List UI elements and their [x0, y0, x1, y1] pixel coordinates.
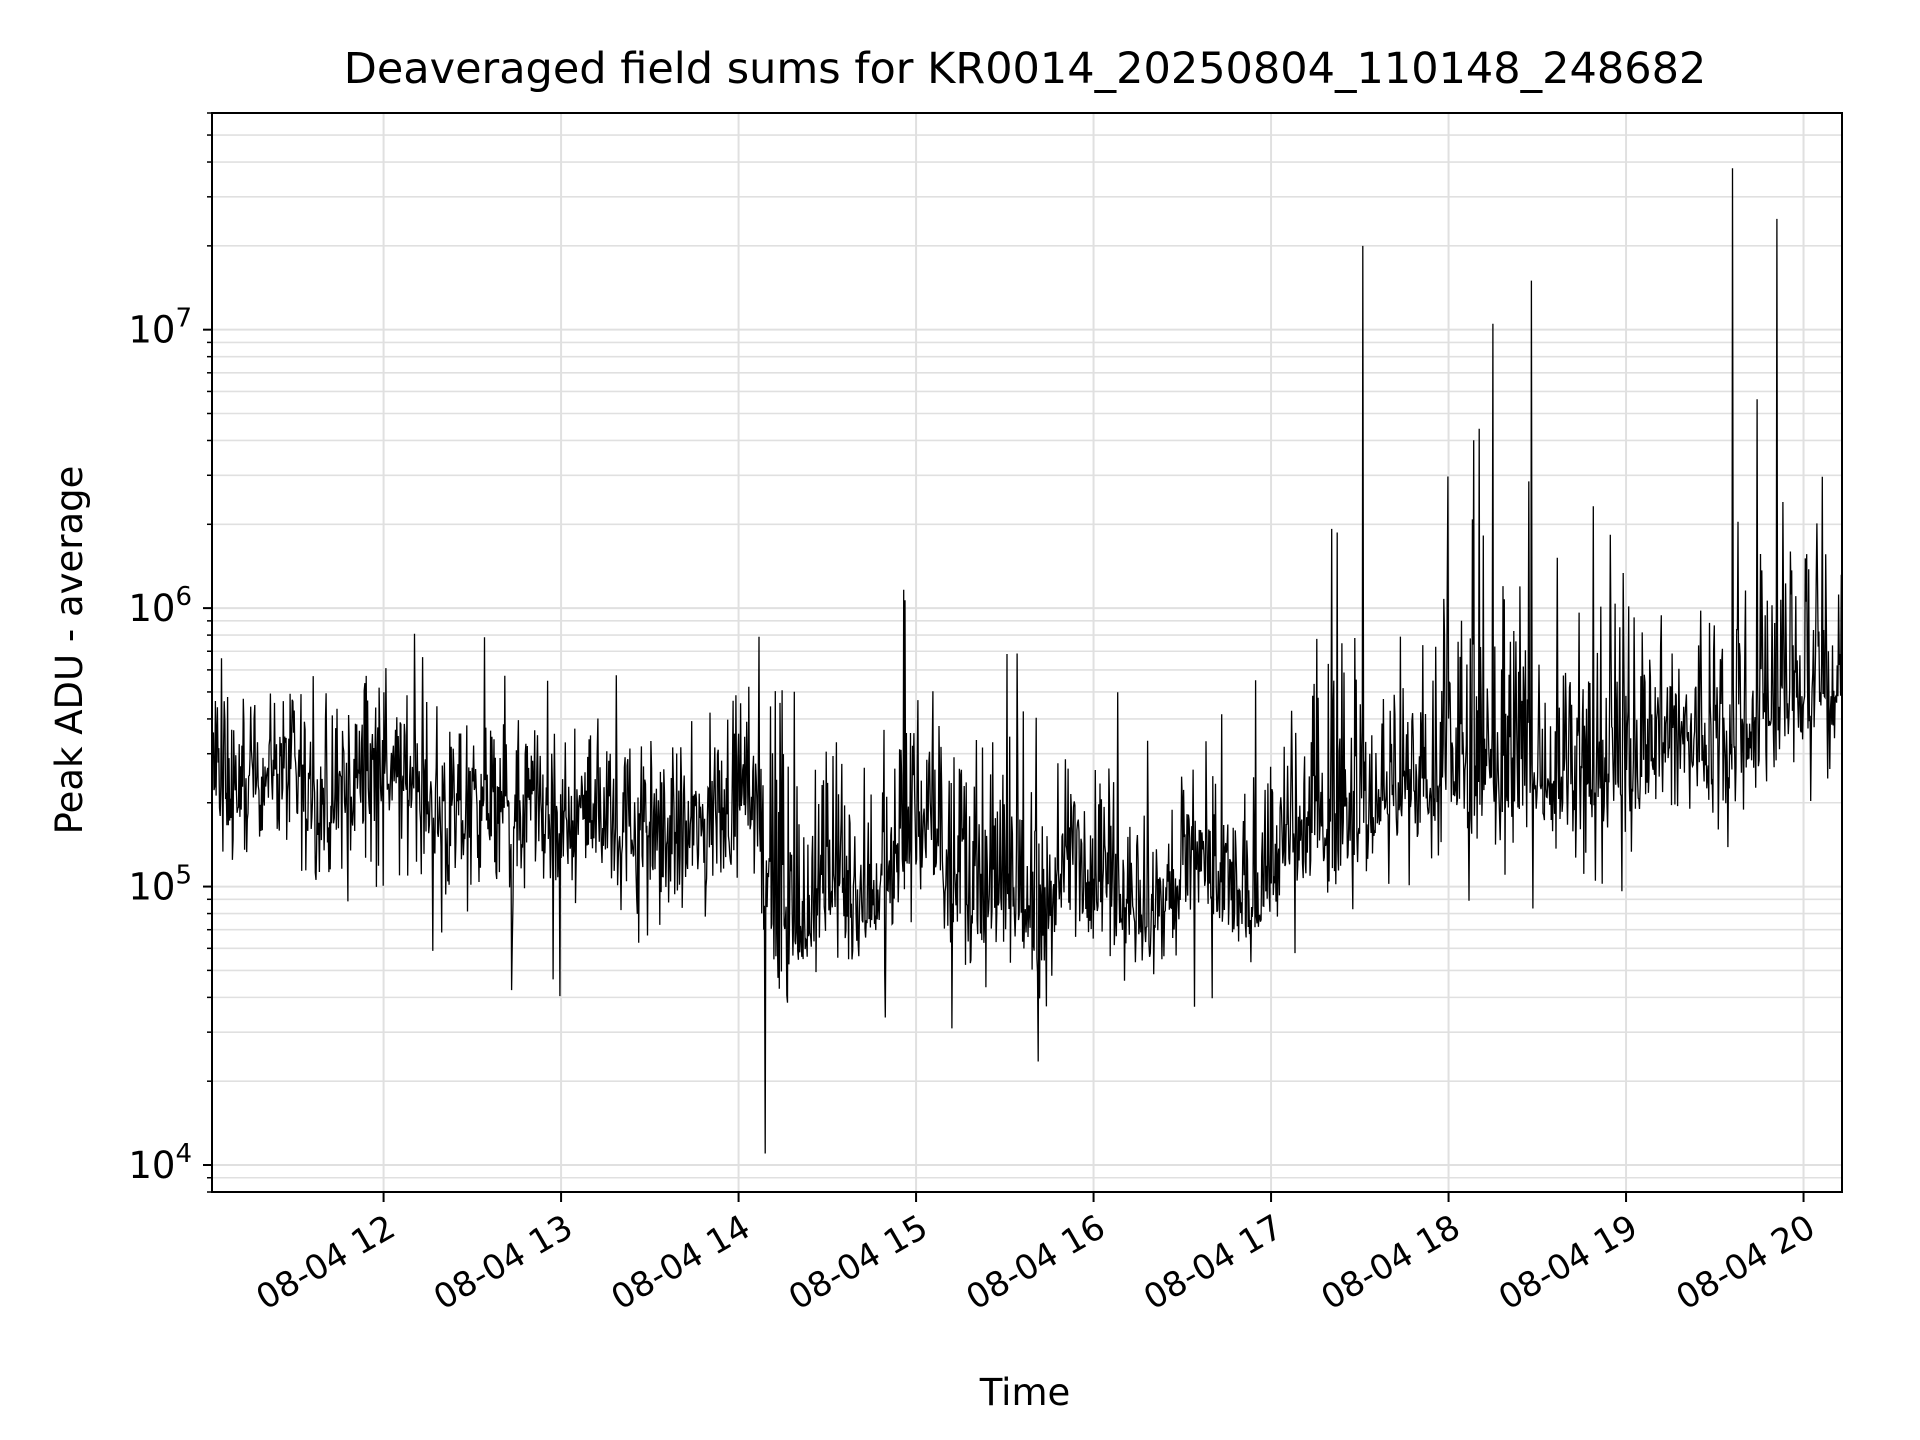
- chart-title: Deaveraged field sums for KR0014_2025080…: [344, 44, 1707, 94]
- series-peak-adu: [211, 168, 1843, 1154]
- y-tick-label: 107: [128, 304, 192, 352]
- x-axis-label: Time: [979, 1371, 1071, 1414]
- y-axis-label: Peak ADU - average: [48, 466, 91, 835]
- y-tick-label: 106: [128, 582, 192, 630]
- series-line: [211, 168, 1843, 1154]
- plot-frame: [211, 112, 1843, 1193]
- y-tick-label: 105: [128, 861, 192, 909]
- y-tick-label: 104: [128, 1139, 192, 1187]
